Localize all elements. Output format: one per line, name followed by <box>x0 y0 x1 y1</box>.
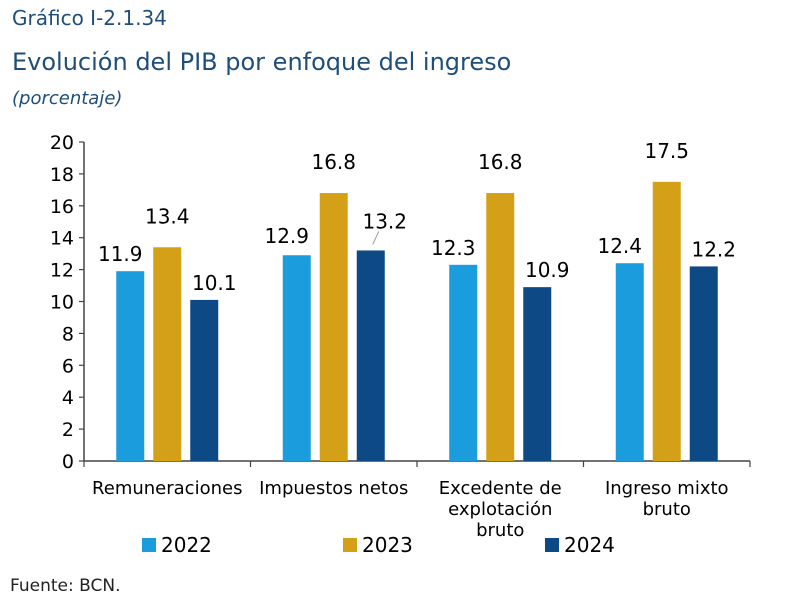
y-tick-label: 2 <box>62 419 74 441</box>
bar-2024-3 <box>523 287 552 461</box>
data-label: 13.2 <box>362 209 407 233</box>
bar-2024-4 <box>689 266 718 461</box>
data-label: 12.4 <box>597 234 642 258</box>
bar-2023-2 <box>319 193 348 461</box>
bar-2022-1 <box>116 271 145 461</box>
data-label: 12.2 <box>691 237 736 261</box>
bar-2022-4 <box>615 263 644 461</box>
y-tick-label: 12 <box>50 260 74 282</box>
y-tick-label: 8 <box>62 323 74 345</box>
legend-label: 2024 <box>564 533 615 557</box>
data-label: 13.4 <box>145 204 190 228</box>
legend-label: 2023 <box>362 533 413 557</box>
data-label: 16.8 <box>478 150 523 174</box>
y-tick-label: 4 <box>62 387 74 409</box>
y-tick-label: 18 <box>50 164 74 186</box>
x-category-label: bruto <box>476 520 524 541</box>
legend-swatch-2023 <box>343 538 357 552</box>
y-tick-label: 10 <box>50 292 74 314</box>
legend-swatch-2024 <box>545 538 559 552</box>
x-category-label: Remuneraciones <box>92 478 242 499</box>
x-category-label: bruto <box>643 499 691 520</box>
x-category-label: Ingreso mixto <box>605 478 729 499</box>
bar-2023-4 <box>652 181 681 461</box>
data-label: 16.8 <box>311 150 356 174</box>
data-label: 10.1 <box>192 271 237 295</box>
y-tick-label: 16 <box>50 196 74 218</box>
bar-2024-1 <box>190 299 219 461</box>
x-category-label: explotación <box>448 499 552 520</box>
chart-title: Evolución del PIB por enfoque del ingres… <box>12 48 512 76</box>
bar-chart: 0 2 4 6 8 10 12 14 16 18 20 11.913.4 10.1 Remuneracio… <box>50 132 751 557</box>
data-label: 10.9 <box>525 258 570 282</box>
bar-2022-2 <box>282 255 311 461</box>
legend-swatch-2022 <box>142 538 156 552</box>
bar-2024-2 <box>356 250 385 461</box>
x-category-label: Excedente de <box>439 478 562 499</box>
data-label: 12.9 <box>264 224 309 248</box>
data-label: 12.3 <box>431 236 476 260</box>
y-tick-label: 20 <box>50 132 74 154</box>
bar-2023-1 <box>153 247 182 461</box>
bar-2023-3 <box>486 193 515 461</box>
data-label: 11.9 <box>98 242 143 266</box>
y-tick-label: 6 <box>62 355 74 377</box>
bar-2022-3 <box>449 264 478 461</box>
x-category-label: Impuestos netos <box>259 478 408 499</box>
y-tick-label: 0 <box>62 451 74 473</box>
legend-label: 2022 <box>161 533 212 557</box>
y-tick-label: 14 <box>50 228 74 250</box>
label-leader <box>372 231 380 245</box>
chart-label: Gráfico I-2.1.34 <box>12 6 167 30</box>
chart-unit: (porcentaje) <box>12 88 123 109</box>
source-note: Fuente: BCN. <box>10 576 121 596</box>
data-label: 17.5 <box>644 139 689 163</box>
